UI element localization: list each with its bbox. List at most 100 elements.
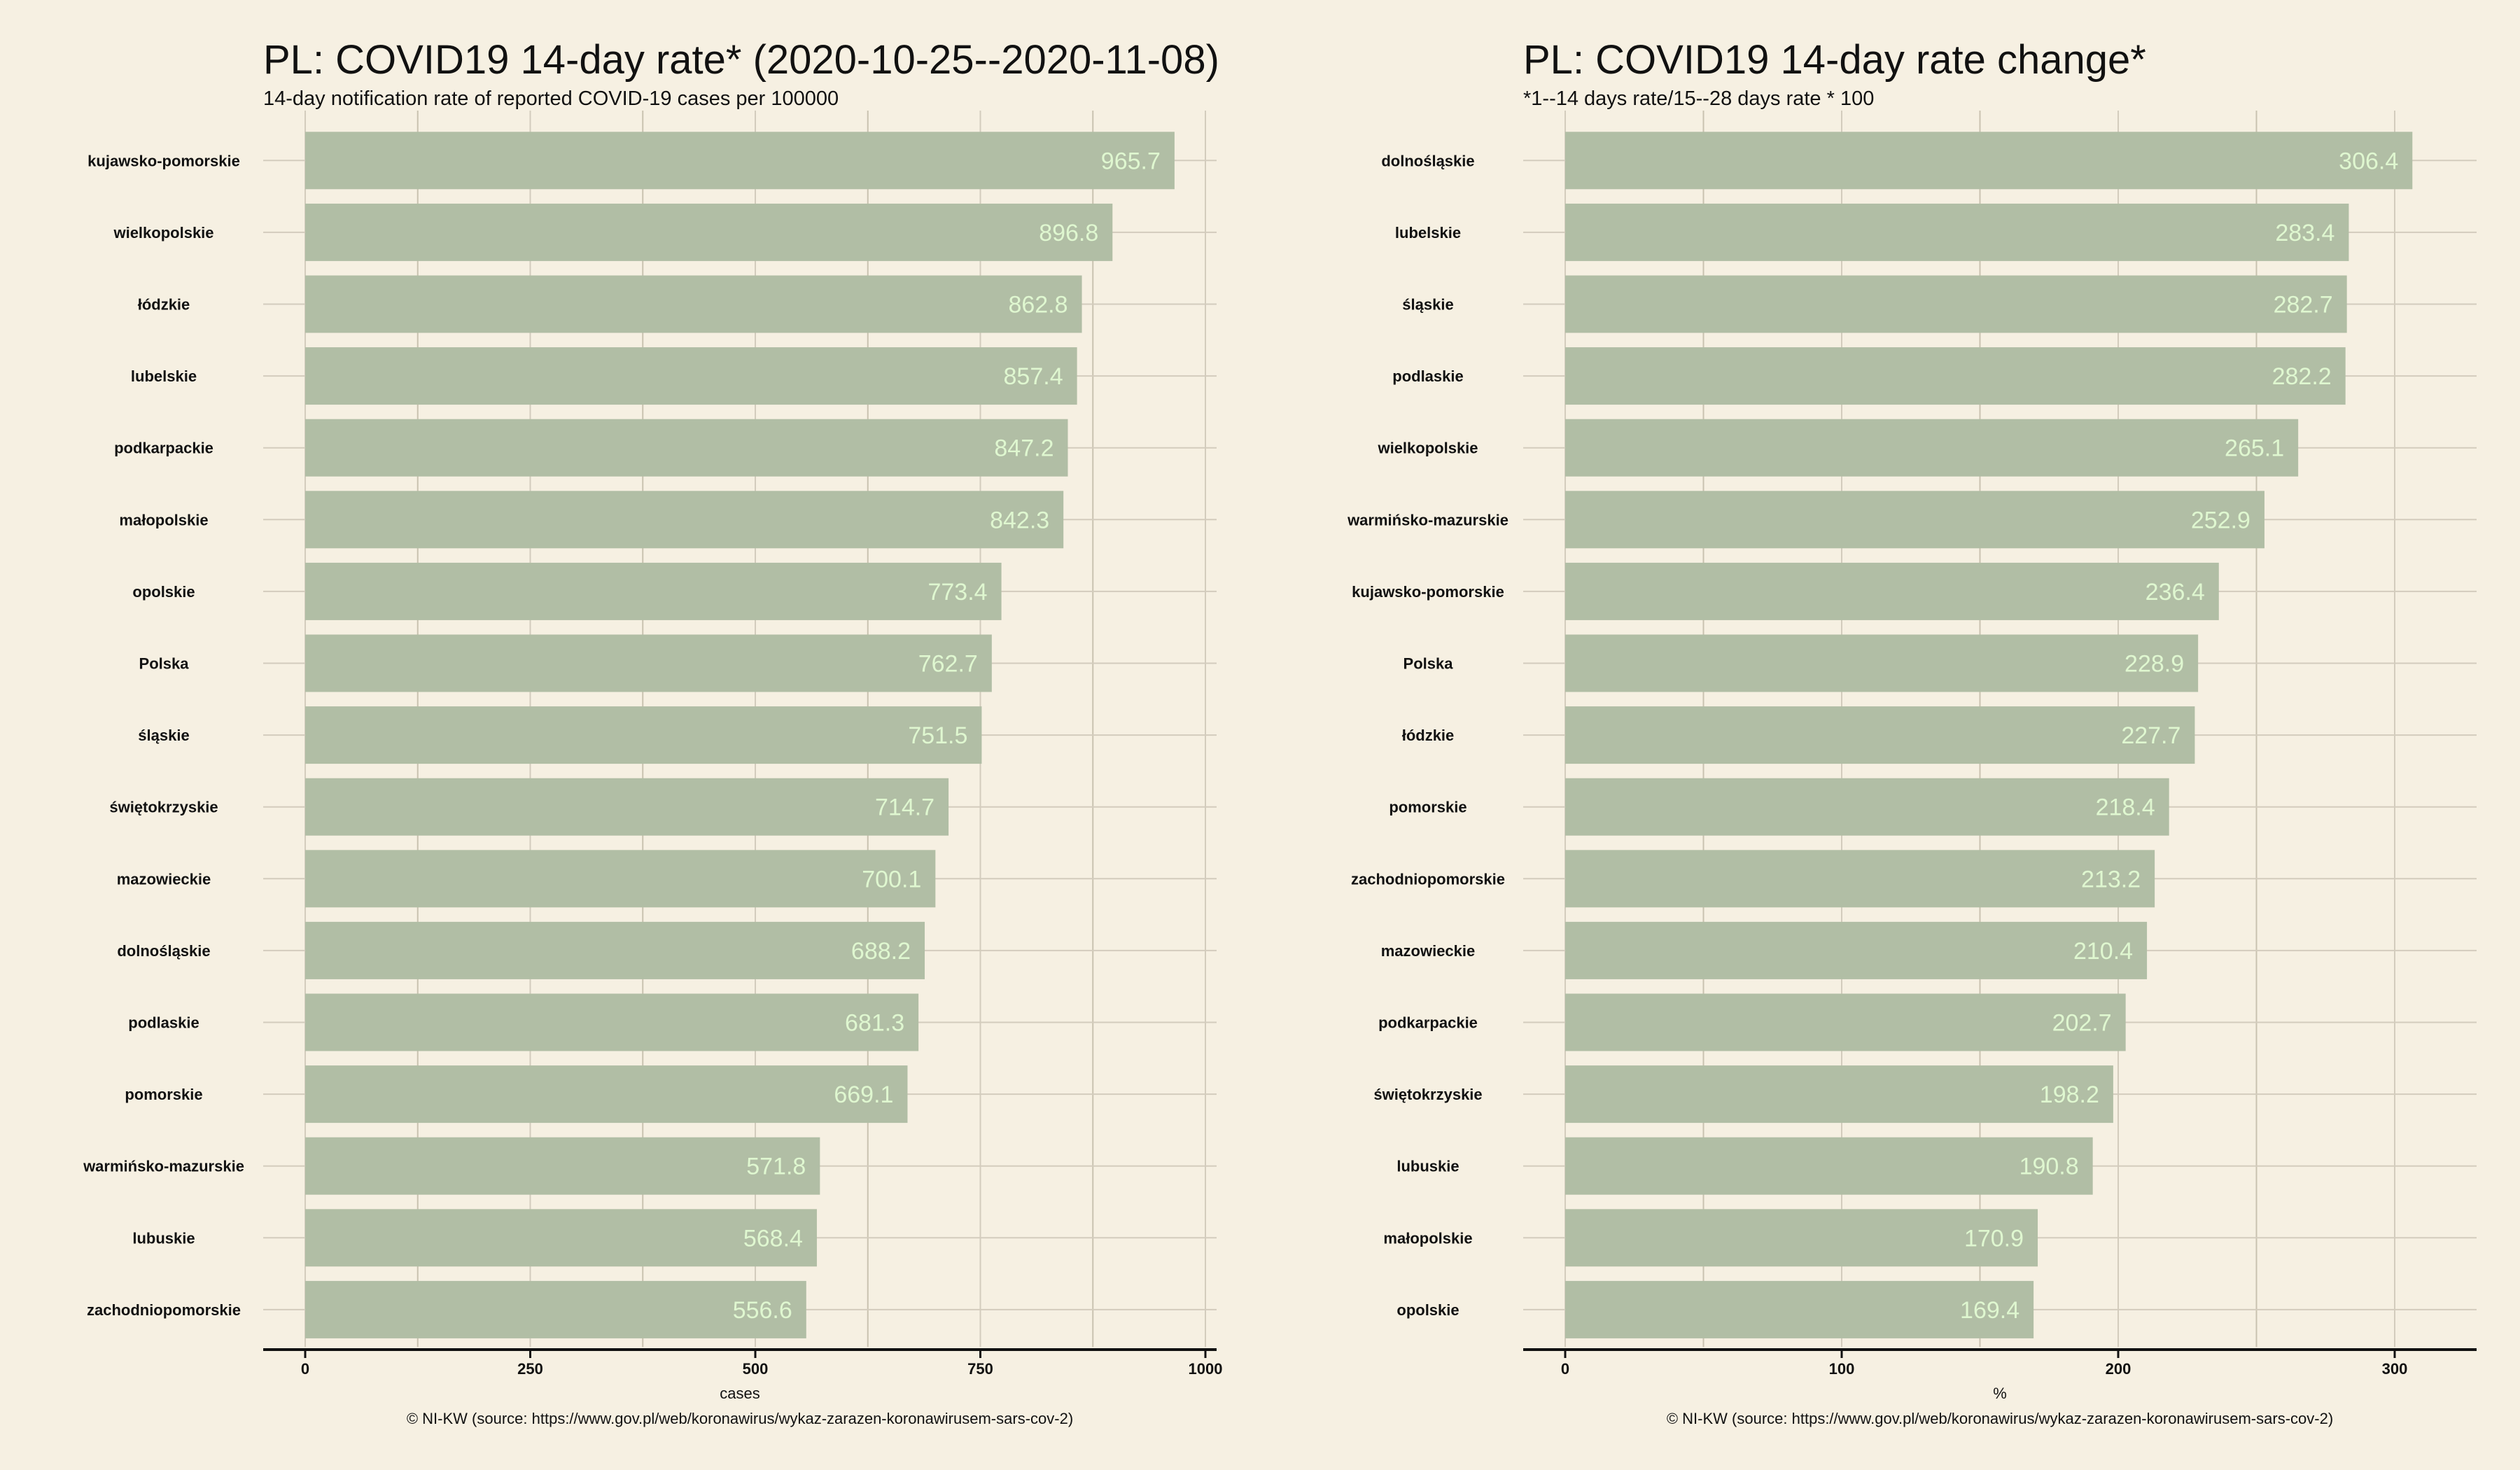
bar (1565, 778, 2169, 836)
bar-value-label: 857.4 (1004, 363, 1063, 390)
category-label: małopolskie (119, 511, 208, 528)
bar (1565, 634, 2199, 692)
category-label: zachodniopomorskie (87, 1301, 241, 1319)
bar (305, 1209, 817, 1267)
category-label: lubuskie (1396, 1158, 1459, 1175)
category-label: kujawsko-pomorskie (1352, 583, 1504, 601)
category-label: wielkopolskie (1377, 440, 1478, 457)
x-tick-label: 0 (301, 1360, 309, 1378)
bar-value-label: 762.7 (918, 651, 978, 678)
bar (305, 1065, 908, 1124)
category-label: pomorskie (125, 1086, 202, 1103)
category-label: świętokrzyskie (1373, 1086, 1482, 1103)
category-label: łódzkie (1402, 727, 1455, 744)
bar-value-label: 862.8 (1008, 292, 1068, 318)
category-label: Polska (139, 655, 190, 673)
category-label: lubuskie (132, 1229, 195, 1247)
bar-value-label: 283.4 (2275, 220, 2334, 246)
bar (305, 993, 919, 1051)
bar-value-label: 218.4 (2096, 794, 2155, 821)
bar-value-label: 210.4 (2073, 938, 2133, 965)
category-label: lubelskie (1395, 224, 1461, 241)
bar (305, 921, 925, 979)
bar-value-label: 773.4 (927, 579, 987, 606)
chart-caption: © NI-KW (source: https://www.gov.pl/web/… (1666, 1410, 2334, 1427)
bar (1565, 993, 2126, 1051)
x-tick-label: 500 (743, 1360, 769, 1378)
bar (1565, 921, 2148, 979)
bar-chart-rate-change: 306.4 dolnośląskie 283.4 lubelskie 282.7 śląs… (1347, 111, 2477, 1402)
category-label: mazowieckie (117, 870, 211, 888)
category-label: mazowieckie (1381, 942, 1476, 960)
chart-subtitle: *1--14 days rate/15--28 days rate * 100 (1523, 88, 1875, 110)
bar (305, 1137, 820, 1195)
bar (1565, 132, 2413, 190)
bar-value-label: 751.5 (908, 722, 967, 749)
bar-value-label: 169.4 (1960, 1297, 2019, 1324)
category-label: podkarpackie (114, 440, 214, 457)
x-tick-label: 250 (517, 1360, 543, 1378)
bar (305, 1280, 806, 1338)
category-label: lubelskie (131, 368, 197, 385)
bar (1565, 275, 2347, 333)
category-label: Polska (1404, 655, 1454, 673)
bar (1565, 419, 2299, 477)
x-axis-title: % (1993, 1385, 2007, 1402)
bar-value-label: 700.1 (862, 866, 921, 892)
category-label: dolnośląskie (1381, 152, 1474, 169)
bar (1565, 203, 2349, 261)
bar-value-label: 227.7 (2121, 722, 2180, 749)
category-label: warmińsko-mazurskie (1347, 511, 1508, 528)
x-tick-label: 750 (967, 1360, 993, 1378)
category-label: dolnośląskie (117, 942, 210, 960)
bar (1565, 1280, 2034, 1338)
bar-value-label: 571.8 (746, 1154, 806, 1180)
bar-value-label: 896.8 (1039, 220, 1098, 246)
bar-value-label: 282.2 (2272, 363, 2332, 390)
x-tick-label: 200 (2106, 1360, 2132, 1378)
bar-value-label: 170.9 (1964, 1225, 2024, 1252)
bar-value-label: 842.3 (990, 507, 1049, 533)
chart-subtitle: 14-day notification rate of reported COV… (263, 88, 839, 110)
bar (305, 347, 1077, 405)
x-tick-label: 1000 (1189, 1360, 1223, 1378)
bar-value-label: 213.2 (2081, 866, 2141, 892)
bar (305, 275, 1082, 333)
chart-caption: © NI-KW (source: https://www.gov.pl/web/… (406, 1410, 1074, 1427)
category-label: podlaskie (1392, 368, 1463, 385)
bar-value-label: 568.4 (743, 1225, 803, 1252)
bar-value-label: 190.8 (2019, 1154, 2079, 1180)
bar (305, 778, 949, 836)
chart-title: PL: COVID19 14-day rate change* (1523, 37, 2146, 83)
bar-value-label: 252.9 (2191, 507, 2250, 533)
category-label: opolskie (132, 583, 195, 601)
bar (305, 419, 1068, 477)
bar (305, 850, 936, 908)
bar (305, 634, 992, 692)
bar (305, 706, 982, 764)
x-tick-label: 300 (2382, 1360, 2408, 1378)
bar-value-label: 847.2 (994, 435, 1054, 462)
category-label: podlaskie (128, 1014, 199, 1032)
category-label: małopolskie (1383, 1229, 1472, 1247)
x-tick-label: 100 (1829, 1360, 1855, 1378)
category-label: pomorskie (1389, 799, 1466, 816)
bar-value-label: 202.7 (2052, 1010, 2112, 1037)
bar-value-label: 669.1 (834, 1082, 893, 1108)
category-label: śląskie (138, 727, 189, 744)
bar-value-label: 688.2 (851, 938, 911, 965)
bar (1565, 850, 2155, 908)
bar (1565, 347, 2346, 405)
bar (1565, 1065, 2113, 1124)
bar-value-label: 714.7 (875, 794, 934, 821)
bar-value-label: 198.2 (2040, 1082, 2099, 1108)
category-label: śląskie (1402, 296, 1453, 314)
bar (305, 132, 1175, 190)
category-label: wielkopolskie (113, 224, 214, 241)
category-label: warmińsko-mazurskie (83, 1158, 244, 1175)
bar-value-label: 265.1 (2225, 435, 2284, 462)
category-label: świętokrzyskie (109, 799, 218, 816)
bar (1565, 1137, 2093, 1195)
bar-value-label: 965.7 (1101, 148, 1161, 174)
bar-value-label: 681.3 (845, 1010, 904, 1037)
